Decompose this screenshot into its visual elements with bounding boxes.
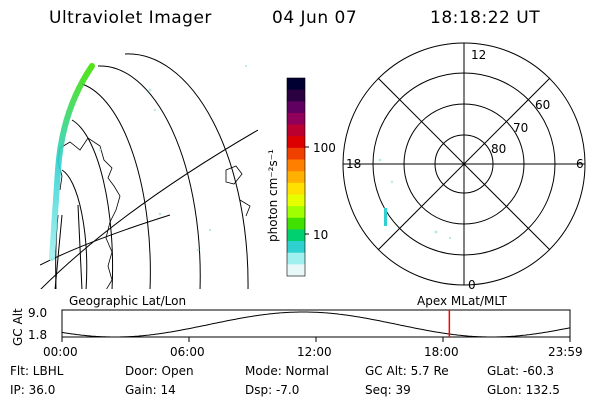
xtick-label-1200: 12:00 xyxy=(297,345,332,359)
colorbar-tick-100: 100 xyxy=(313,141,336,155)
mlt-label-6: 6 xyxy=(576,157,584,171)
mlt-label-18: 18 xyxy=(346,157,362,171)
altitude-ytick-bottom: 1.8 xyxy=(28,328,48,342)
colorbar-swatch xyxy=(287,147,305,161)
colorbar-swatch xyxy=(287,89,305,102)
longitude-lines xyxy=(40,129,258,289)
xtick-label-2359: 23:59 xyxy=(548,345,583,359)
latitude-arcs xyxy=(61,53,249,289)
altitude-ytick-top: 9.0 xyxy=(28,306,48,320)
date-label: 04 Jun 07 xyxy=(272,8,358,28)
colorbar-swatch xyxy=(287,112,305,126)
colorbar-swatch xyxy=(287,182,305,195)
left-panel-caption: Geographic Lat/Lon xyxy=(69,294,187,308)
instrument-title: Ultraviolet Imager xyxy=(49,8,212,28)
mlt-label-0: 0 xyxy=(468,278,476,292)
polar-aurora xyxy=(378,158,452,240)
colorbar-swatch xyxy=(287,206,305,219)
colorbar-swatch xyxy=(287,217,305,230)
colorbar-swatch xyxy=(287,194,305,207)
filter-info: Flt: LBHL xyxy=(10,364,64,378)
aurora-speckle xyxy=(98,64,248,252)
colorbar-swatch xyxy=(287,252,305,265)
geographic-map xyxy=(40,53,258,289)
ip-info: IP: 36.0 xyxy=(10,383,56,397)
gc-alt-info: GC Alt: 5.7 Re xyxy=(365,364,449,378)
altitude-curve xyxy=(61,311,571,338)
glat-info: GLat: -60.3 xyxy=(487,364,554,378)
xtick-label-0000: 00:00 xyxy=(43,345,78,359)
seq-info: Seq: 39 xyxy=(365,383,411,397)
colorbar-tick-10: 10 xyxy=(313,228,329,242)
colorbar-swatch xyxy=(287,229,305,242)
dsp-info: Dsp: -7.0 xyxy=(245,383,300,397)
colorbar-swatch xyxy=(287,136,305,149)
xtick-label-0600: 06:00 xyxy=(170,345,205,359)
altitude-plot xyxy=(61,309,571,342)
right-panel-caption: Apex MLat/MLT xyxy=(417,294,507,308)
colorbar xyxy=(286,77,309,277)
xtick-label-1800: 18:00 xyxy=(424,345,459,359)
lat-label-80: 80 xyxy=(491,142,507,156)
aurora-band xyxy=(49,63,95,261)
mode-info: Mode: Normal xyxy=(245,364,329,378)
polar-grid xyxy=(342,42,586,286)
colorbar-swatch xyxy=(287,101,305,114)
colorbar-swatch xyxy=(287,78,305,91)
lat-label-70: 70 xyxy=(513,121,529,135)
altitude-ylabel: GC Alt xyxy=(11,308,25,346)
colorbar-swatch xyxy=(287,159,305,172)
glon-info: GLon: 132.5 xyxy=(487,383,560,397)
colorbar-swatch xyxy=(287,171,305,184)
lat-label-60: 60 xyxy=(535,98,551,112)
gain-info: Gain: 14 xyxy=(125,383,176,397)
mlt-label-12: 12 xyxy=(471,48,487,62)
colorbar-swatch xyxy=(287,241,305,254)
colorbar-label: photon cm⁻²s⁻¹ xyxy=(266,149,280,242)
colorbar-swatch xyxy=(287,124,305,137)
colorbar-swatch xyxy=(287,264,305,277)
door-info: Door: Open xyxy=(125,364,194,378)
time-label: 18:18:22 UT xyxy=(430,8,541,28)
